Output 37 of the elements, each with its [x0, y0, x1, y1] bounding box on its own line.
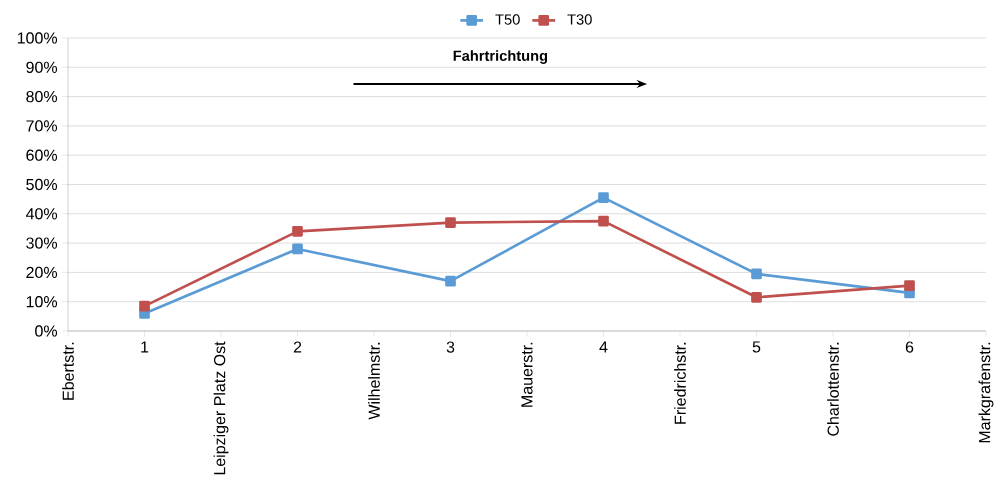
x-tick-label: 4	[599, 341, 608, 353]
y-tick-label: 40%	[25, 208, 58, 220]
y-tick-label: 70%	[26, 120, 58, 132]
y-tick-label: 50%	[26, 178, 58, 191]
x-tick-label: 1	[141, 341, 149, 353]
point	[598, 192, 609, 204]
y-tick-label: 80%	[26, 90, 58, 103]
point	[292, 226, 303, 237]
x-tick-label: 2	[293, 341, 302, 353]
x-tick-label: Wilhelmstr.	[368, 342, 380, 420]
x-tick-label: 5	[752, 341, 761, 353]
x-tick-label: Ebertstr.	[62, 342, 74, 400]
point	[139, 300, 150, 312]
y-tick-label: 0%	[35, 325, 58, 337]
point	[904, 280, 915, 291]
annotation: Fahrtrichtung	[453, 50, 548, 64]
x-tick-label: Friedrichstr.	[674, 342, 686, 424]
x-tick-label: Mauerstr.	[521, 342, 533, 407]
point	[445, 217, 456, 228]
y-tick-label: 20%	[26, 266, 58, 279]
legend-label: T50	[495, 14, 520, 25]
x-tick-label: Markgrafenstr.	[978, 342, 994, 443]
point	[292, 243, 303, 255]
x-tick-label: 3	[446, 341, 455, 353]
point	[598, 215, 609, 227]
y-tick-label: 60%	[26, 149, 58, 161]
y-tick-label: 100%	[17, 32, 58, 44]
x-tick-label: 6	[905, 341, 914, 353]
point	[445, 275, 456, 287]
point	[751, 268, 762, 280]
x-tick-label: Charlottenstr.	[827, 342, 839, 436]
y-tick-label: 10%	[26, 296, 58, 308]
x-tick-label: Leipziger Platz Ost	[213, 341, 229, 475]
legend-label: T30	[567, 14, 592, 25]
y-tick-label: 30%	[26, 237, 58, 249]
point	[751, 291, 762, 303]
y-tick-label: 90%	[26, 61, 58, 73]
